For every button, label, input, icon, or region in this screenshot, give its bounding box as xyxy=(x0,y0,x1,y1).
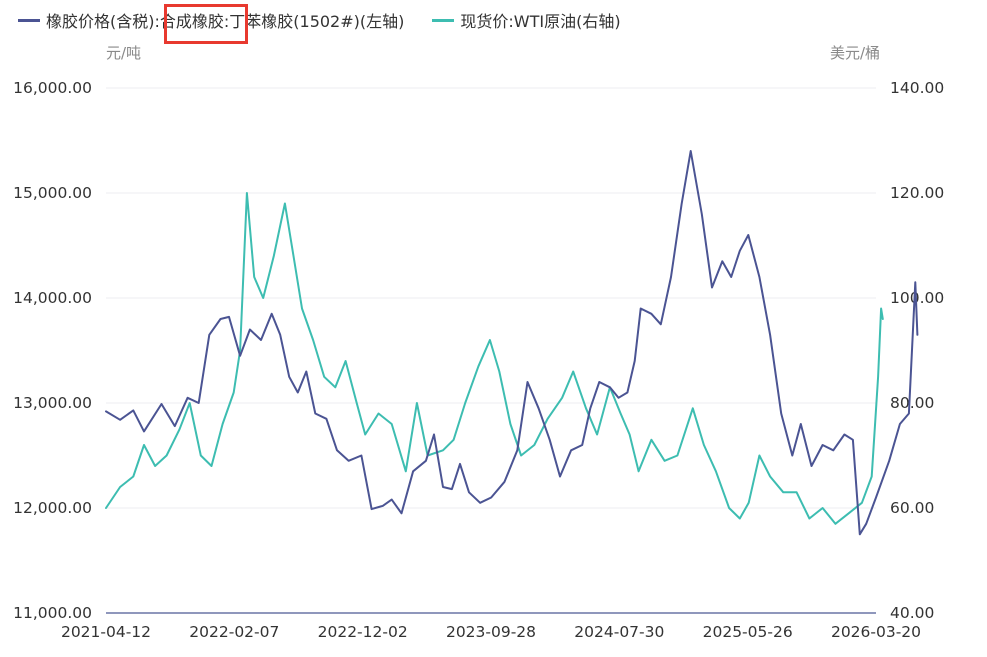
y-left-tick-label: 12,000.00 xyxy=(13,499,92,517)
legend-item-rubber[interactable]: 橡胶价格(含税):合成橡胶:丁苯橡胶(1502#)(左轴) xyxy=(18,8,404,32)
y-right-tick-label: 40.00 xyxy=(890,604,934,622)
y-right-tick-label: 80.00 xyxy=(890,394,934,412)
series-line-rubber xyxy=(105,150,919,536)
y-left-tick-label: 16,000.00 xyxy=(13,79,92,97)
y-right-tick-label: 100.00 xyxy=(890,289,944,307)
y-right-tick-label: 60.00 xyxy=(890,499,934,517)
legend-item-oil[interactable]: 现货价:WTI原油(右轴) xyxy=(432,8,621,32)
x-tick-label: 2024-07-30 xyxy=(574,623,664,641)
legend-swatch-rubber xyxy=(18,18,40,22)
legend-label-oil: 现货价:WTI原油(右轴) xyxy=(460,12,621,31)
y-right-tick-label: 120.00 xyxy=(890,184,944,202)
y-left-tick-label: 13,000.00 xyxy=(13,394,92,412)
highlight-box xyxy=(164,4,248,44)
left-axis-unit: 元/吨 xyxy=(106,44,142,62)
y-left-tick-label: 14,000.00 xyxy=(13,289,92,307)
x-tick-label: 2023-09-28 xyxy=(446,623,536,641)
x-tick-label: 2022-12-02 xyxy=(318,623,408,641)
y-left-tick-label: 15,000.00 xyxy=(13,184,92,202)
y-left-tick-label: 11,000.00 xyxy=(13,604,92,622)
y-right-tick-label: 140.00 xyxy=(890,79,944,97)
legend-label-rubber: 橡胶价格(含税):合成橡胶:丁苯橡胶(1502#)(左轴) xyxy=(46,12,405,31)
x-tick-label: 2021-04-12 xyxy=(61,623,151,641)
legend-swatch-oil xyxy=(432,18,455,22)
x-tick-label: 2026-03-20 xyxy=(831,623,921,641)
x-tick-label: 2025-05-26 xyxy=(703,623,793,641)
right-axis-unit: 美元/桶 xyxy=(829,44,880,62)
legend: 橡胶价格(含税):合成橡胶:丁苯橡胶(1502#)(左轴) 现货价:WTI原油(… xyxy=(18,8,649,32)
x-tick-label: 2022-02-07 xyxy=(189,623,279,641)
series-line-oil xyxy=(105,192,884,525)
